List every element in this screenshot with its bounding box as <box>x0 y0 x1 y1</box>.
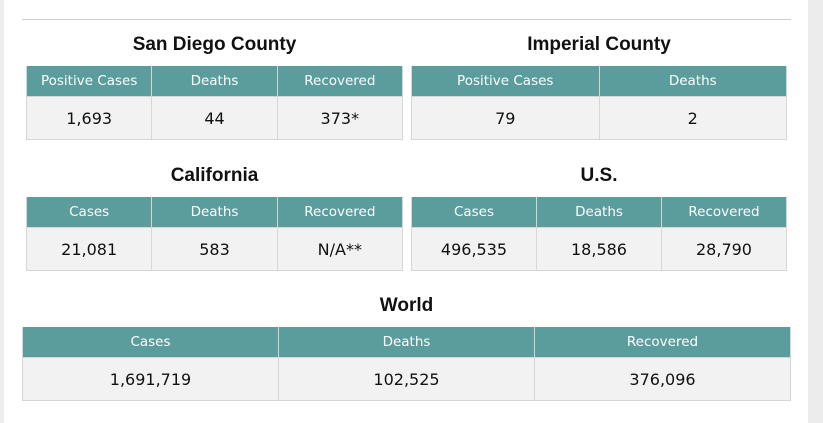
california-table: Cases Deaths Recovered 21,081 583 N/A** <box>25 197 404 271</box>
header-deaths: Deaths <box>278 327 535 358</box>
header-recovered: Recovered <box>534 327 791 358</box>
recovered-value: 373* <box>276 96 404 140</box>
imperial-table: Positive Cases Deaths 79 2 <box>411 66 787 140</box>
deaths-value: 2 <box>598 96 787 140</box>
cases-value: 21,081 <box>25 227 153 271</box>
positive-cases-value: 1,693 <box>25 96 153 140</box>
deaths-value: 102,525 <box>278 357 535 401</box>
deaths-value: 44 <box>151 96 278 140</box>
world-table: Cases Deaths Recovered 1,691,719 102,525… <box>22 327 791 401</box>
imperial-block: Imperial County Positive Cases Deaths 79… <box>411 20 787 140</box>
cases-value: 496,535 <box>411 227 537 271</box>
table-row: 79 2 <box>411 96 787 140</box>
deaths-value: 18,586 <box>536 227 662 271</box>
table-header-row: Cases Deaths Recovered <box>411 197 787 228</box>
san-diego-table: Positive Cases Deaths Recovered 1,693 44… <box>25 66 404 140</box>
world-block: World Cases Deaths Recovered 1,691,719 1… <box>22 281 791 401</box>
scrollbar-track[interactable] <box>808 0 823 423</box>
us-title: U.S. <box>580 165 618 186</box>
san-diego-block: San Diego County Positive Cases Deaths R… <box>25 20 404 140</box>
table-row: 1,691,719 102,525 376,096 <box>22 357 791 401</box>
world-title: World <box>379 295 434 316</box>
header-recovered: Recovered <box>661 197 787 228</box>
header-deaths: Deaths <box>536 197 662 228</box>
header-positive-cases: Positive Cases <box>411 66 600 97</box>
header-recovered: Recovered <box>276 66 404 97</box>
table-row: 1,693 44 373* <box>25 96 404 140</box>
table-header-row: Cases Deaths Recovered <box>25 197 404 228</box>
header-cases: Cases <box>411 197 537 228</box>
california-title: California <box>170 165 259 186</box>
header-deaths: Deaths <box>598 66 787 97</box>
san-diego-title: San Diego County <box>132 34 297 55</box>
table-header-row: Positive Cases Deaths Recovered <box>25 66 404 97</box>
table-header-row: Cases Deaths Recovered <box>22 327 791 358</box>
imperial-title: Imperial County <box>527 34 671 55</box>
recovered-value: N/A** <box>276 227 404 271</box>
header-cases: Cases <box>25 197 153 228</box>
positive-cases-value: 79 <box>411 96 600 140</box>
table-row: 496,535 18,586 28,790 <box>411 227 787 271</box>
table-row: 21,081 583 N/A** <box>25 227 404 271</box>
us-table: Cases Deaths Recovered 496,535 18,586 28… <box>411 197 787 271</box>
header-deaths: Deaths <box>151 197 278 228</box>
recovered-value: 28,790 <box>661 227 787 271</box>
divider <box>22 19 791 20</box>
deaths-value: 583 <box>151 227 278 271</box>
us-block: U.S. Cases Deaths Recovered 496,535 18,5… <box>411 151 787 271</box>
california-block: California Cases Deaths Recovered 21,081… <box>25 151 404 271</box>
table-header-row: Positive Cases Deaths <box>411 66 787 97</box>
recovered-value: 376,096 <box>534 357 791 401</box>
header-cases: Cases <box>22 327 279 358</box>
cases-value: 1,691,719 <box>22 357 279 401</box>
header-recovered: Recovered <box>276 197 404 228</box>
header-deaths: Deaths <box>151 66 278 97</box>
header-positive-cases: Positive Cases <box>25 66 153 97</box>
